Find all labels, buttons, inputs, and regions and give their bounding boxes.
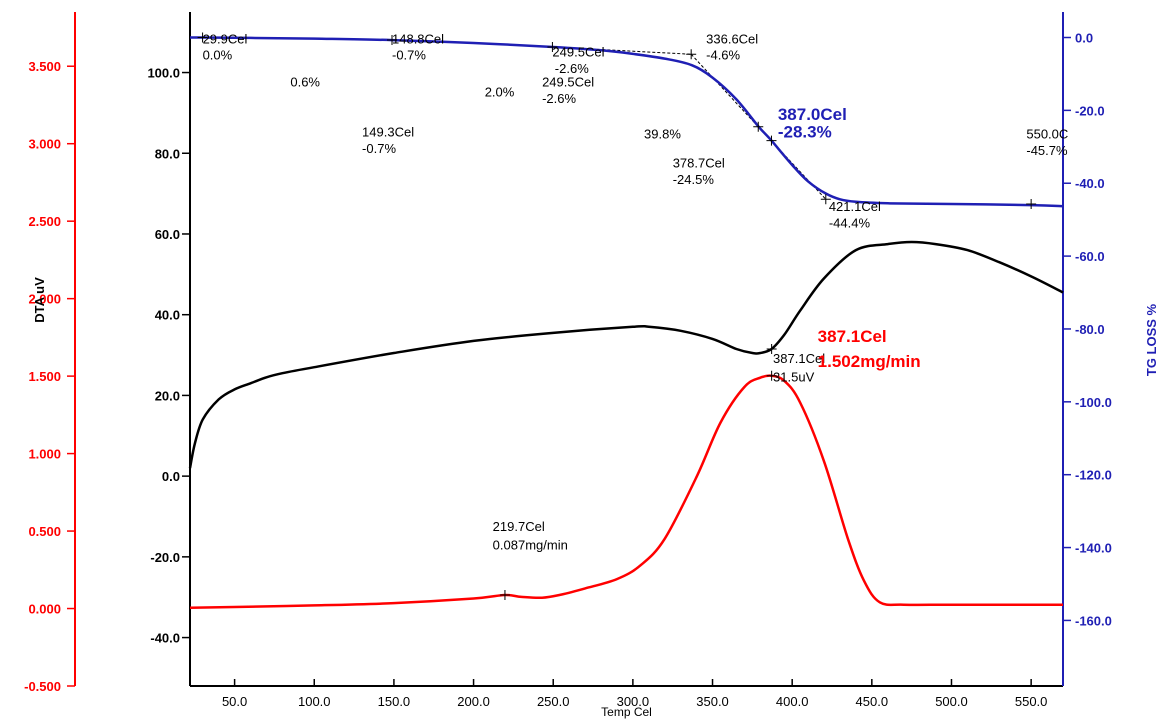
tg-tick-label: -120.0 xyxy=(1075,468,1112,483)
data-marker xyxy=(766,135,777,146)
plot-frame xyxy=(74,12,1064,687)
callout-label: 387.0Cel xyxy=(778,105,847,124)
x-tick-label: 250.0 xyxy=(537,694,570,709)
annotation-label: 378.7Cel xyxy=(673,156,725,171)
data-marker xyxy=(547,41,558,52)
dtg-tick-label: -0.500 xyxy=(24,679,61,694)
annotation-label: -2.6% xyxy=(555,61,589,76)
dtg-tick-label: 0.000 xyxy=(28,602,61,617)
x-tick-label: 400.0 xyxy=(776,694,809,709)
dta-tick-label: 80.0 xyxy=(155,146,180,161)
data-marker xyxy=(766,370,777,381)
annotation-label: 149.3Cel xyxy=(362,125,414,140)
dtg-tick-label: 1.000 xyxy=(28,447,61,462)
x-tick-label: 100.0 xyxy=(298,694,331,709)
tg-tick-label: -100.0 xyxy=(1075,395,1112,410)
tg-axis-title: TG LOSS % xyxy=(1144,303,1159,376)
x-tick-label: 150.0 xyxy=(378,694,411,709)
annotation-label: 0.087mg/min xyxy=(493,538,568,553)
x-tick-label: 200.0 xyxy=(457,694,490,709)
dta-tick-label: 100.0 xyxy=(147,66,180,81)
x-tick-label: 350.0 xyxy=(696,694,729,709)
x-tick-label: 550.0 xyxy=(1015,694,1048,709)
dta-tick-label: -40.0 xyxy=(150,631,180,646)
series-dtg-line xyxy=(189,374,1063,610)
tg-step-line xyxy=(552,46,692,55)
callout-label: 1.502mg/min xyxy=(818,352,921,371)
data-marker xyxy=(686,49,697,60)
x-tick-label: 50.0 xyxy=(222,694,247,709)
annotation-label: -44.4% xyxy=(829,215,871,230)
dtg-tick-label: 1.500 xyxy=(28,369,61,384)
tg-step-line xyxy=(690,53,759,128)
annotation-label: 31.5uV xyxy=(773,369,815,384)
data-marker xyxy=(197,32,208,43)
annotation-label: -0.7% xyxy=(362,141,396,156)
annotation-label: 0.6% xyxy=(290,75,320,90)
dtg-tick-label: 0.500 xyxy=(28,524,61,539)
tg-tick-label: -80.0 xyxy=(1075,322,1105,337)
x-tick-label: 300.0 xyxy=(617,694,650,709)
annotation-label: 336.6Cel xyxy=(706,31,758,46)
x-tick-label: 500.0 xyxy=(935,694,968,709)
annotation-label: 29.9Cel xyxy=(203,31,248,46)
series-group xyxy=(188,32,1064,610)
dta-tick-label: 0.0 xyxy=(162,469,180,484)
axes-group: 50.0 100.0 150.0 200.0 250.0 300.0 350.0 400.0 4… xyxy=(24,31,1159,719)
data-marker xyxy=(820,194,831,205)
data-marker xyxy=(1026,198,1037,209)
dta-tick-label: -20.0 xyxy=(150,550,180,565)
annotation-label: 249.5Cel xyxy=(542,75,594,90)
annotation-label: 2.0% xyxy=(485,85,515,100)
tg-tick-label: 0.0 xyxy=(1075,31,1093,46)
x-axis-title: Temp Cel xyxy=(601,705,652,719)
x-tick-label: 450.0 xyxy=(856,694,889,709)
tg-tick-label: -60.0 xyxy=(1075,249,1105,264)
callout-label: 387.1Cel xyxy=(818,327,887,346)
dta-tick-label: 60.0 xyxy=(155,227,180,242)
annotation-label: 249.5Cel xyxy=(552,44,604,59)
dtg-tick-label: 3.000 xyxy=(28,137,61,152)
tg-tick-label: -40.0 xyxy=(1075,176,1105,191)
annotation-label: 0.0% xyxy=(203,48,233,63)
series-dta-line xyxy=(188,240,1064,469)
dta-tick-label: 20.0 xyxy=(155,388,180,403)
annotation-label: -24.5% xyxy=(673,172,715,187)
annotation-label: 148.8Cel xyxy=(392,31,444,46)
tg-tick-label: -140.0 xyxy=(1075,541,1112,556)
dta-axis-title: DTA uV xyxy=(32,277,47,323)
annotation-label: 387.1Cel xyxy=(773,351,825,366)
annotation-label: 219.7Cel xyxy=(493,519,545,534)
dtg-tick-label: 2.500 xyxy=(28,214,61,229)
dtg-tick-label: 3.500 xyxy=(28,59,61,74)
tg-tick-label: -20.0 xyxy=(1075,103,1105,118)
annotation-label: -0.7% xyxy=(392,48,426,63)
data-marker xyxy=(387,35,398,46)
annotation-label: -2.6% xyxy=(542,91,576,106)
series-tg-line xyxy=(189,36,1064,208)
annotation-label: 39.8% xyxy=(644,126,681,141)
data-marker xyxy=(499,590,510,601)
data-marker xyxy=(753,121,764,132)
annotation-label: -45.7% xyxy=(1026,143,1068,158)
dtg-tick-label: 2.000 xyxy=(28,292,61,307)
annotation-label: 421.1Cel xyxy=(829,199,881,214)
callout-label: -28.3% xyxy=(778,122,832,141)
annotation-label: -4.6% xyxy=(706,48,740,63)
dta-tick-label: 40.0 xyxy=(155,308,180,323)
annotation-label: 550.0C xyxy=(1026,126,1068,141)
tg-tick-label: -160.0 xyxy=(1075,613,1112,628)
data-marker xyxy=(766,344,777,354)
